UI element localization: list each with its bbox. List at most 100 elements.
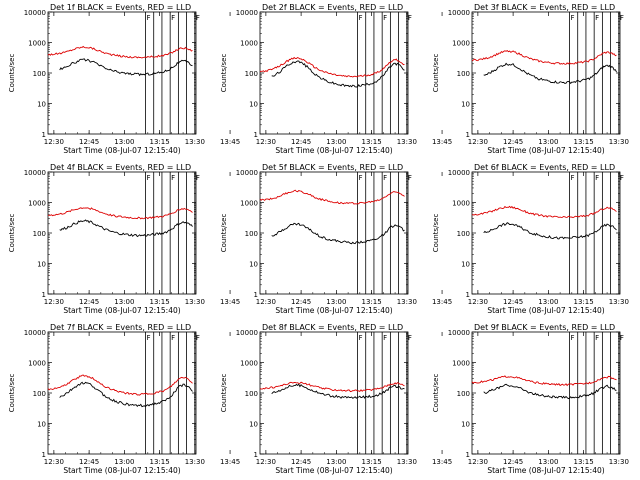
y-tick-label: 10 [249, 261, 258, 269]
plot-frame [259, 171, 409, 295]
y-tick-label: 100 [245, 70, 258, 78]
time-marker-label: F [358, 14, 362, 22]
time-marker-label: F [595, 14, 599, 22]
lld-series-line [259, 56, 405, 78]
y-tick-label: 1 [254, 131, 258, 139]
events-series-line [59, 58, 193, 77]
y-tick-label: 10000 [448, 169, 470, 177]
x-tick-label: 13:30 [185, 298, 205, 306]
panel-det-2: Det 2f BLACK = Events, RED = LLD 1 10 100 10… [220, 3, 452, 155]
x-tick-label: 12:30 [44, 138, 64, 146]
x-tick-label: 12:30 [468, 298, 488, 306]
y-tick-label: 10 [37, 421, 46, 429]
time-marker-label: F [408, 334, 412, 342]
events-series-line [483, 62, 617, 85]
lld-series-line [47, 45, 193, 59]
x-tick-label: 13:45 [432, 458, 452, 466]
time-marker-label: F [146, 334, 150, 342]
x-tick-label: 12:45 [79, 138, 99, 146]
y-tick-label: 1 [466, 451, 470, 459]
x-tick-label: 13:15 [573, 138, 593, 146]
panel-title: Det 1f BLACK = Events, RED = LLD [50, 3, 191, 12]
x-tick-label: 13:45 [432, 138, 452, 146]
events-series-line [59, 219, 193, 238]
panel-det-1: Det 1f BLACK = Events, RED = LLD 1 10 100 10… [8, 3, 240, 155]
panel-title: Det 6f BLACK = Events, RED = LLD [474, 163, 615, 172]
panel-det-6: Det 6f BLACK = Events, RED = LLD 1 10 100 10… [432, 163, 629, 315]
y-tick-label: 1 [42, 291, 46, 299]
time-marker-label: F [570, 174, 574, 182]
y-tick-label: 100 [33, 390, 46, 398]
panel-det-4: Det 4f BLACK = Events, RED = LLD 1 10 100 10… [8, 163, 240, 315]
time-marker-label: F [595, 334, 599, 342]
time-marker-label: F [383, 334, 387, 342]
x-tick-label: 13:30 [609, 138, 629, 146]
y-tick-label: 1000 [240, 200, 258, 208]
panel-title: Det 9f BLACK = Events, RED = LLD [474, 323, 615, 332]
x-tick-label: 13:30 [185, 458, 205, 466]
y-axis-label: Counts/sec [220, 214, 228, 253]
y-tick-label: 10 [249, 101, 258, 109]
y-tick-label: 10 [461, 421, 470, 429]
events-series-line [271, 222, 405, 245]
panel-title: Det 3f BLACK = Events, RED = LLD [474, 3, 615, 12]
y-tick-label: 100 [245, 230, 258, 238]
y-tick-label: 1 [466, 291, 470, 299]
x-tick-label: 13:15 [573, 458, 593, 466]
y-axis-label: Counts/sec [220, 54, 228, 93]
x-tick-label: 13:30 [185, 138, 205, 146]
y-tick-label: 1000 [452, 360, 470, 368]
panel-det-3: Det 3f BLACK = Events, RED = LLD 1 10 100 10… [432, 3, 629, 155]
events-series-line [59, 381, 193, 408]
y-axis-label: Counts/sec [8, 374, 16, 413]
plot-frame [47, 171, 197, 295]
x-tick-label: 13:15 [149, 138, 169, 146]
x-axis-label: Start Time (08-Jul-07 12:15:40) [275, 466, 392, 475]
y-tick-label: 10000 [236, 329, 258, 337]
x-tick-label: 13:15 [361, 298, 381, 306]
x-tick-label: 12:30 [256, 458, 276, 466]
panel-title: Det 4f BLACK = Events, RED = LLD [50, 163, 191, 172]
x-tick-label: 12:45 [79, 458, 99, 466]
x-tick-label: 13:15 [149, 458, 169, 466]
x-tick-label: 13:45 [220, 458, 240, 466]
panel-det-5: Det 5f BLACK = Events, RED = LLD 1 10 100 10… [220, 163, 452, 315]
y-tick-label: 10000 [448, 329, 470, 337]
y-tick-label: 10 [461, 101, 470, 109]
y-tick-label: 1000 [240, 40, 258, 48]
time-marker-label: F [570, 14, 574, 22]
y-tick-label: 100 [457, 70, 470, 78]
x-tick-label: 13:15 [361, 458, 381, 466]
x-tick-label: 13:15 [149, 298, 169, 306]
x-tick-label: 12:45 [79, 298, 99, 306]
x-tick-label: 13:15 [573, 298, 593, 306]
time-marker-label: F [171, 14, 175, 22]
x-tick-label: 13:30 [397, 138, 417, 146]
x-tick-label: 12:45 [503, 138, 523, 146]
x-tick-label: 13:00 [326, 138, 346, 146]
y-tick-label: 10 [37, 101, 46, 109]
y-tick-label: 1 [42, 131, 46, 139]
y-tick-label: 10000 [236, 9, 258, 17]
y-axis-label: Counts/sec [220, 374, 228, 413]
x-tick-label: 13:30 [609, 298, 629, 306]
lld-series-line [471, 205, 617, 219]
events-series-line [271, 383, 405, 399]
y-tick-label: 1000 [452, 200, 470, 208]
y-tick-label: 100 [457, 230, 470, 238]
x-tick-label: 13:45 [220, 138, 240, 146]
time-marker-label: F [196, 174, 200, 182]
x-tick-label: 12:45 [291, 138, 311, 146]
lld-series-line [47, 374, 193, 396]
panel-title: Det 8f BLACK = Events, RED = LLD [262, 323, 403, 332]
time-marker-label: F [358, 334, 362, 342]
x-tick-label: 12:30 [256, 298, 276, 306]
y-tick-label: 10 [461, 261, 470, 269]
panel-title: Det 2f BLACK = Events, RED = LLD [262, 3, 403, 12]
time-marker-label: F [171, 334, 175, 342]
x-tick-label: 12:45 [291, 458, 311, 466]
x-tick-label: 13:00 [114, 298, 134, 306]
time-marker-label: F [620, 174, 624, 182]
plot-frame [259, 331, 409, 455]
